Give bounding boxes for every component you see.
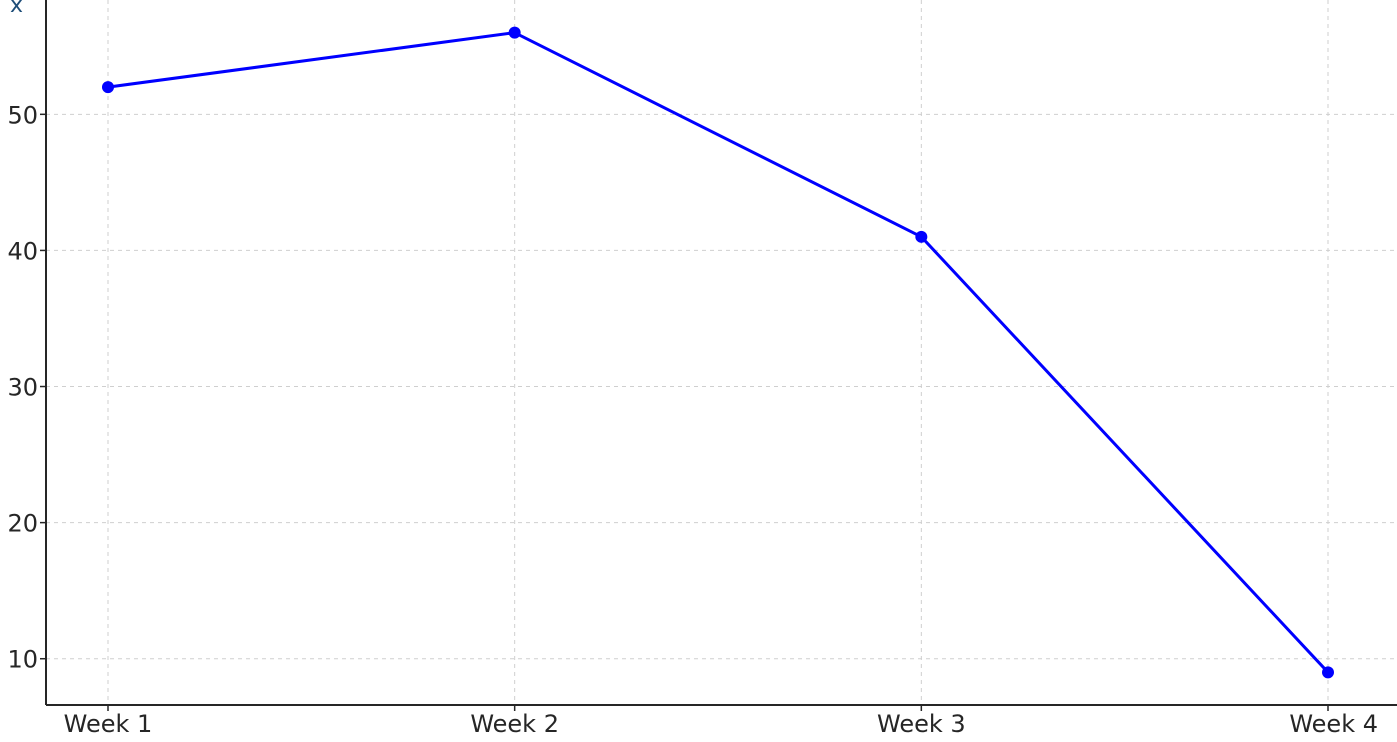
y-tick-label-3: 40 <box>7 237 38 265</box>
y-tick-label-0: 10 <box>7 646 38 674</box>
series-line-0 <box>106 31 1330 674</box>
axis-layer <box>40 0 1397 711</box>
x-tick-label-2: Week 3 <box>877 710 966 738</box>
data-point-0-3 <box>1322 666 1334 679</box>
corner-mark: x <box>10 0 23 18</box>
x-tick-label-3: Week 4 <box>1289 710 1378 738</box>
y-tick-label-2: 30 <box>7 374 38 402</box>
y-tick-label-1: 20 <box>7 510 38 538</box>
label-layer: 10 20 30 40 50 Week 1 Week 2 Week 3 Week 4 <box>7 101 1378 738</box>
series-layer <box>102 26 1334 679</box>
x-tick-label-0: Week 1 <box>64 710 153 738</box>
data-point-0-1 <box>508 26 521 39</box>
data-point-0-2 <box>915 230 928 243</box>
data-point-0-0 <box>102 81 114 94</box>
y-tick-label-4: 50 <box>7 101 38 129</box>
grid-layer <box>46 0 1397 705</box>
x-tick-label-1: Week 2 <box>470 710 559 738</box>
